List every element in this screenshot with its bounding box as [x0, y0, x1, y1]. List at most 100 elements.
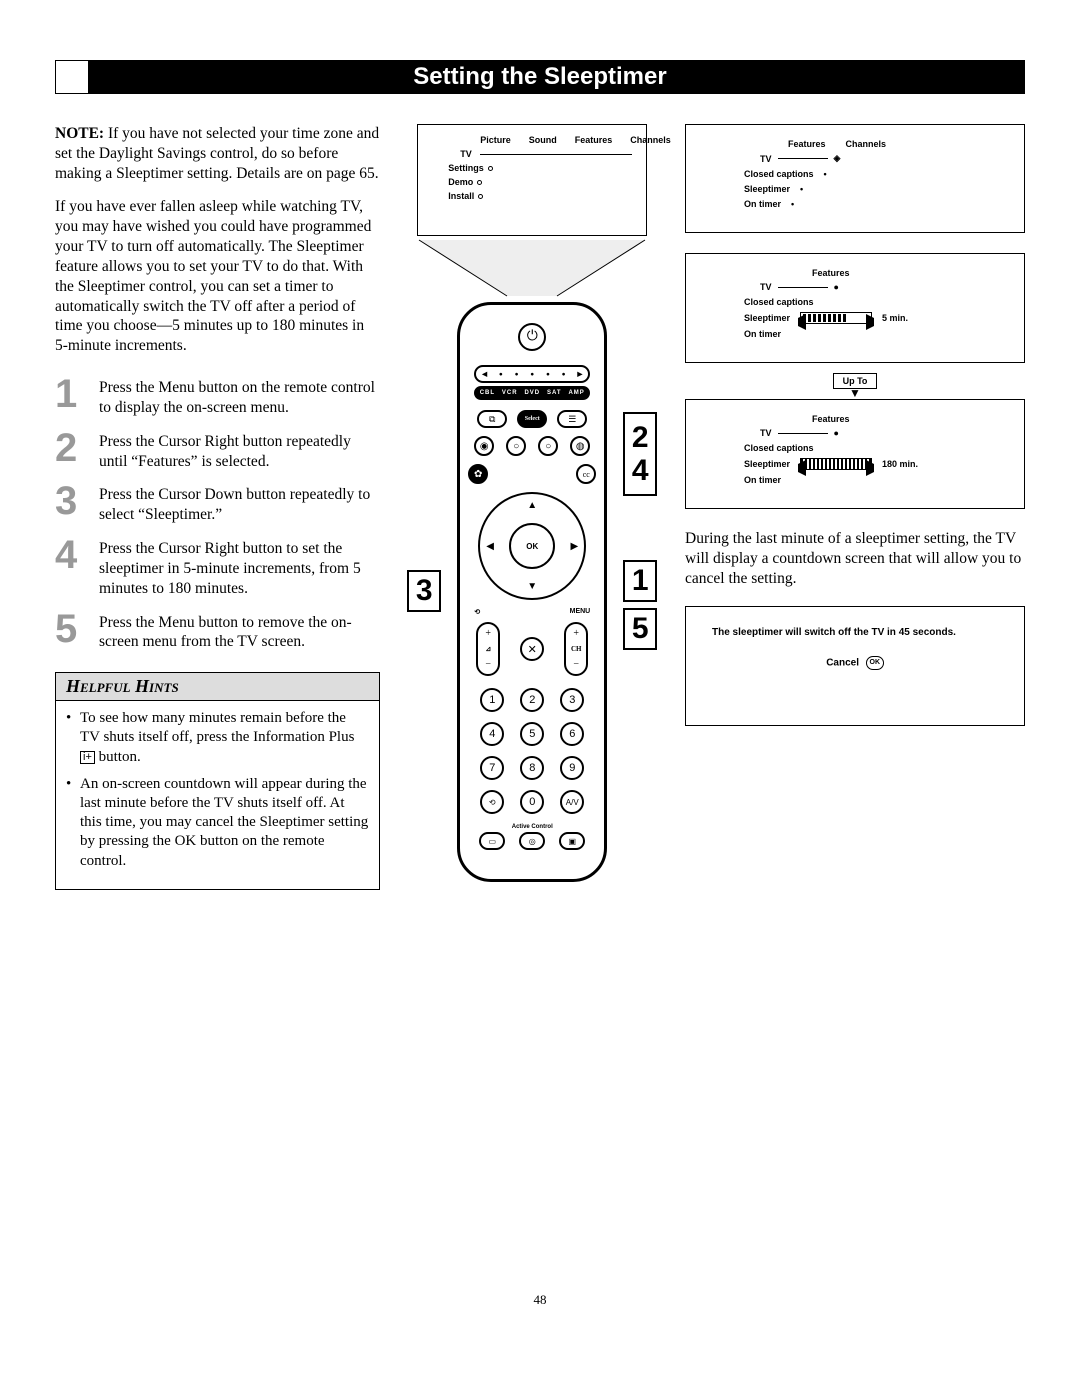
tv-main-menu-screen: Picture Sound Features Channels TV Setti…	[417, 124, 647, 236]
num-6[interactable]: 6	[560, 722, 584, 746]
menu-item: Closed captions	[744, 297, 1008, 307]
menu-item: On timer	[744, 475, 1008, 485]
callout-5: 5	[623, 608, 657, 650]
countdown-screen: The sleeptimer will switch off the TV in…	[685, 606, 1025, 726]
callout-3: 3	[407, 570, 441, 612]
menu-label: MENU	[570, 608, 591, 616]
surf-button[interactable]: ✿	[468, 464, 488, 484]
pip-button[interactable]: ▣	[559, 832, 585, 850]
note-paragraph: NOTE: If you have not selected your time…	[55, 124, 380, 183]
hints-title: Helpful Hints	[56, 673, 379, 701]
features-menu-screen-3: Features TV● Closed captions Sleeptimer …	[685, 399, 1025, 509]
menu-tab: Picture	[480, 135, 511, 145]
hint-item: To see how many minutes remain before th…	[66, 709, 369, 767]
instructions-column: NOTE: If you have not selected your time…	[55, 124, 380, 890]
mode-selector[interactable]: ◀●●●●●▶	[474, 365, 590, 383]
menu-side-item: Settings	[448, 163, 634, 173]
slider-5min	[800, 312, 872, 324]
prev-ch-button[interactable]: ⟲	[480, 790, 504, 814]
red-button[interactable]: ◉	[474, 436, 494, 456]
cursor-ring[interactable]: ▲ ▼ ◀ ▶ OK	[478, 492, 586, 600]
mute-button[interactable]: ✕	[520, 637, 544, 661]
menu-item: Sleeptimer•	[744, 184, 1008, 194]
result-screens-column: Features Channels TV◈ Closed captions• S…	[685, 124, 1025, 890]
countdown-message: The sleeptimer will switch off the TV in…	[712, 627, 998, 638]
step-2: 2 Press the Cursor Right button repeated…	[55, 428, 380, 472]
menu-tab: Channels	[846, 139, 887, 149]
teletext-button[interactable]: ☰	[557, 410, 587, 428]
manual-section-icon: ✦	[55, 60, 89, 94]
step-text: Press the Cursor Down button repeatedly …	[99, 481, 380, 525]
helpful-hints-box: Helpful Hints To see how many minutes re…	[55, 672, 380, 890]
step-number: 3	[55, 481, 99, 521]
step-4: 4 Press the Cursor Right button to set t…	[55, 535, 380, 598]
slider-180min	[800, 458, 872, 470]
features-menu-screen-1: Features Channels TV◈ Closed captions• S…	[685, 124, 1025, 233]
num-1[interactable]: 1	[480, 688, 504, 712]
remote-illustration-column: Picture Sound Features Channels TV Setti…	[400, 124, 666, 890]
step-3: 3 Press the Cursor Down button repeatedl…	[55, 481, 380, 525]
num-8[interactable]: 8	[520, 756, 544, 780]
menu-tab: Sound	[529, 135, 557, 145]
source-button[interactable]: ⧉	[477, 410, 507, 428]
tv-label: TV	[460, 149, 472, 159]
page-title: Setting the Sleeptimer	[413, 63, 666, 91]
title-bar: ✦ Setting the Sleeptimer	[55, 60, 1025, 94]
step-number: 2	[55, 428, 99, 468]
step-number: 4	[55, 535, 99, 575]
remote-control: ⏻ ◀●●●●●▶ CBLVCRDVDSATAMP ⧉ Select ☰ ◉	[457, 302, 607, 882]
step-number: 1	[55, 374, 99, 414]
note-text: If you have not selected your time zone …	[55, 125, 379, 182]
steps-list: 1 Press the Menu button on the remote co…	[55, 374, 380, 652]
step-text: Press the Cursor Right button repeatedly…	[99, 428, 380, 472]
hint-item: An on-screen countdown will appear durin…	[66, 775, 369, 871]
back-label: ⟲	[474, 608, 480, 616]
ok-button[interactable]: OK	[509, 523, 555, 569]
menu-item-sleeptimer: Sleeptimer 5 min.	[744, 312, 1008, 324]
yellow-button[interactable]: ○	[538, 436, 558, 456]
projection-beam	[417, 238, 647, 298]
num-0[interactable]: 0	[520, 790, 544, 814]
menu-side-item: Install	[448, 191, 634, 201]
select-button[interactable]: Select	[517, 410, 547, 428]
format-button[interactable]: ▭	[479, 832, 505, 850]
up-to-label: Up To ▼	[833, 373, 877, 389]
menu-item: Closed captions	[744, 443, 1008, 453]
note-label: NOTE:	[55, 125, 104, 142]
menu-tab: Channels	[630, 135, 671, 145]
power-button[interactable]: ⏻	[518, 323, 546, 351]
num-2[interactable]: 2	[520, 688, 544, 712]
cancel-label: Cancel	[826, 658, 859, 669]
number-pad: 1 2 3 4 5 6 7 8 9 ⟲ 0 A/V	[460, 688, 604, 814]
menu-item-sleeptimer: Sleeptimer 180 min.	[744, 458, 1008, 470]
channel-rocker[interactable]: +CH−	[564, 622, 588, 676]
step-text: Press the Menu button to remove the on-s…	[99, 609, 380, 653]
page-number: 48	[55, 1292, 1025, 1308]
num-9[interactable]: 9	[560, 756, 584, 780]
step-1: 1 Press the Menu button on the remote co…	[55, 374, 380, 418]
menu-item: On timer•	[744, 199, 1008, 209]
ok-icon: OK	[866, 656, 884, 670]
av-button[interactable]: A/V	[560, 790, 584, 814]
intro-paragraph: If you have ever fallen asleep while wat…	[55, 197, 380, 356]
features-menu-screen-2: Features TV● Closed captions Sleeptimer …	[685, 253, 1025, 363]
num-7[interactable]: 7	[480, 756, 504, 780]
blue-button[interactable]: ◍	[570, 436, 590, 456]
step-5: 5 Press the Menu button to remove the on…	[55, 609, 380, 653]
step-text: Press the Cursor Right button to set the…	[99, 535, 380, 598]
active-control-button[interactable]: ◎	[519, 832, 545, 850]
num-4[interactable]: 4	[480, 722, 504, 746]
num-3[interactable]: 3	[560, 688, 584, 712]
green-button[interactable]: ○	[506, 436, 526, 456]
callout-2-4: 24	[623, 412, 657, 496]
menu-tab: Features	[788, 139, 826, 149]
menu-item: On timer	[744, 329, 1008, 339]
slider-value: 5 min.	[882, 313, 908, 323]
num-5[interactable]: 5	[520, 722, 544, 746]
menu-item: Closed captions•	[744, 169, 1008, 179]
menu-tab: Features	[575, 135, 613, 145]
volume-rocker[interactable]: +⊿−	[476, 622, 500, 676]
cc-button[interactable]: cc	[576, 464, 596, 484]
active-control-label: Active Control	[460, 824, 604, 830]
menu-side-item: Demo	[448, 177, 634, 187]
